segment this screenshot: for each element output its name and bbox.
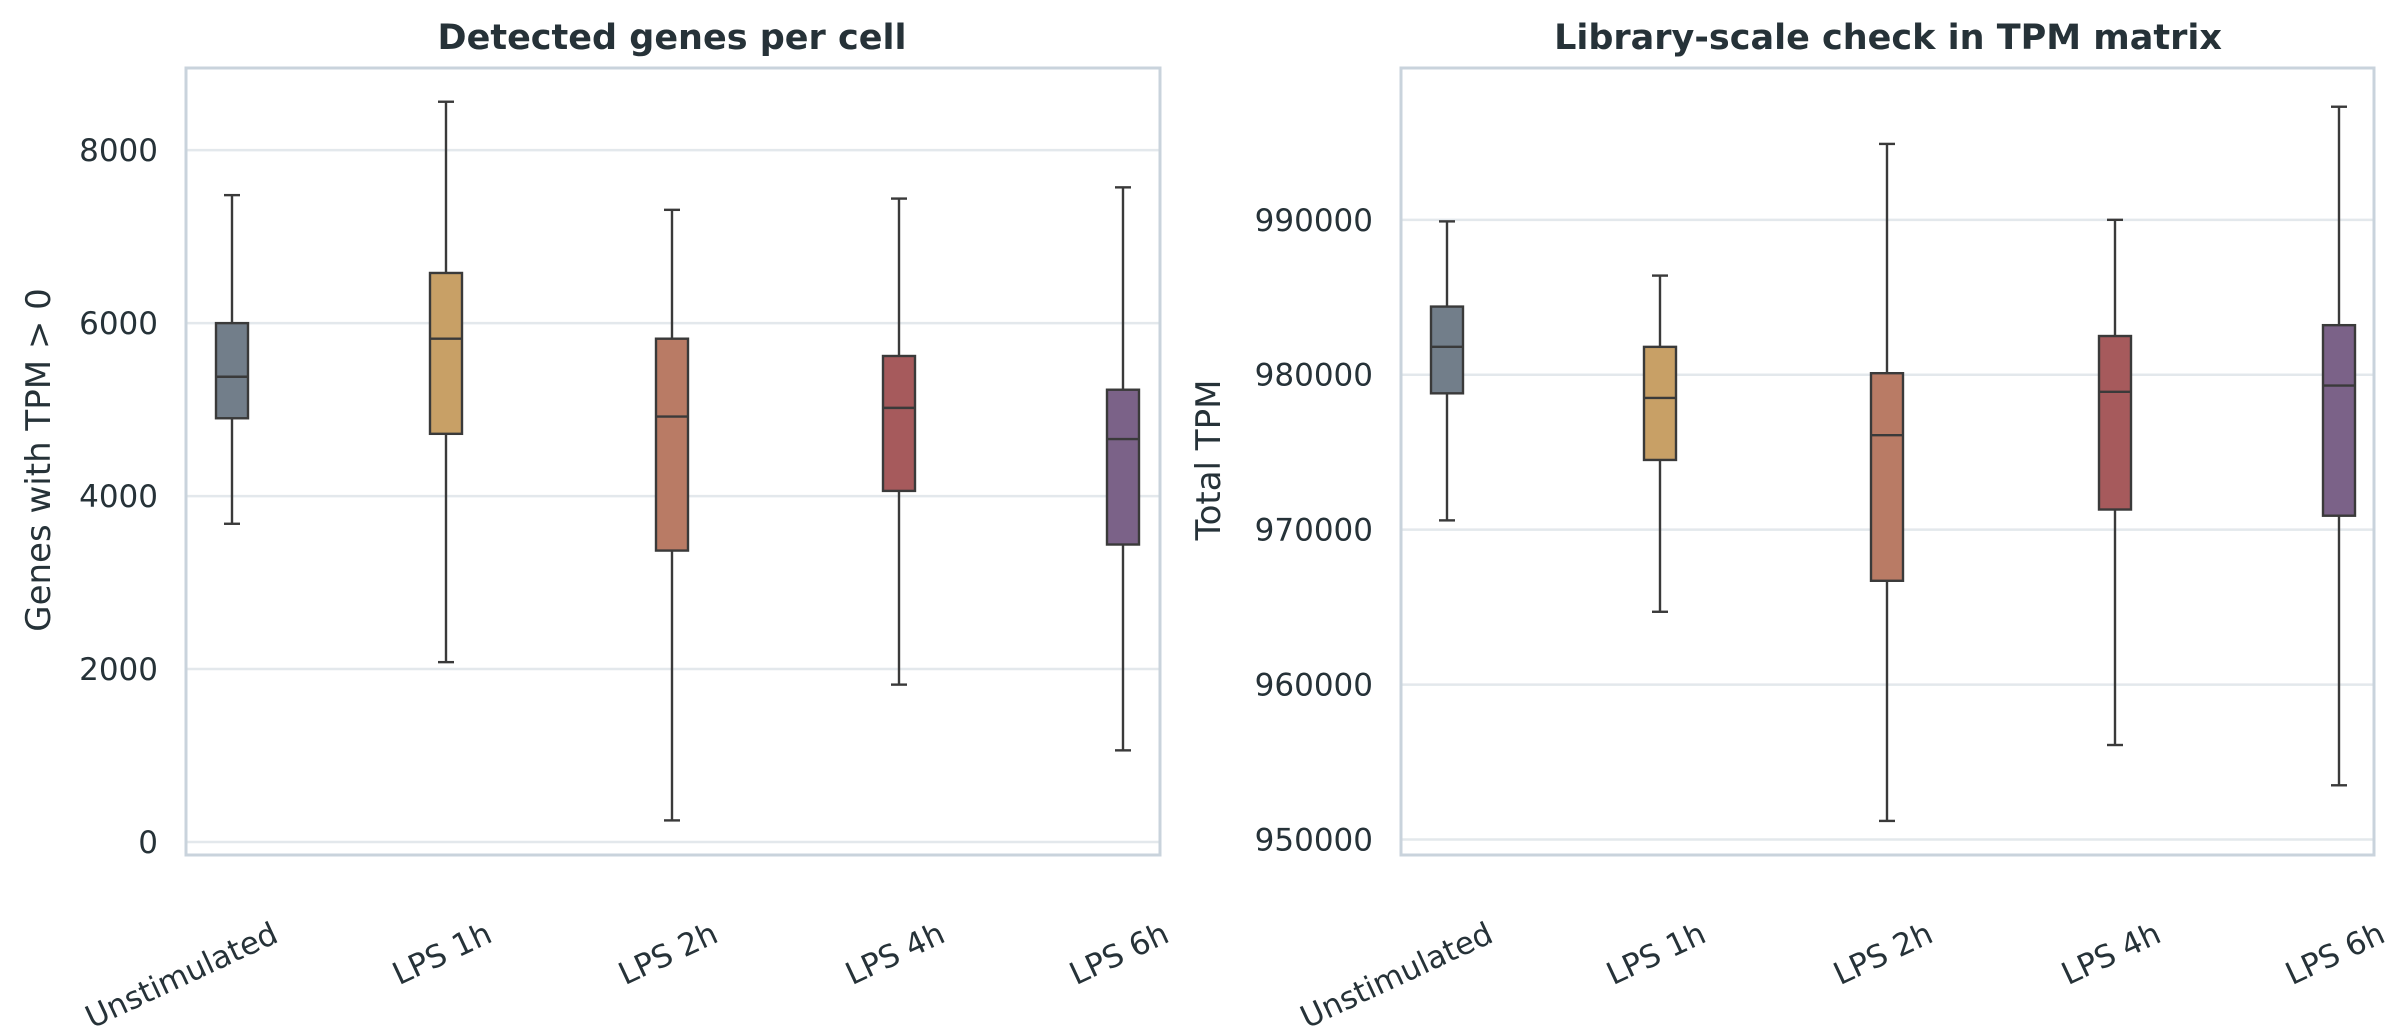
iqr-box [881, 354, 917, 493]
x-tick-label: LPS 1h [387, 916, 497, 993]
y-tick-label: 4000 [79, 479, 158, 515]
iqr-box [428, 271, 464, 436]
y-tick-label: 990000 [1255, 203, 1373, 239]
x-ticks: Unstimulated LPS 1h LPS 2h LPS 4h LPS 6h [1295, 916, 2390, 1035]
x-tick-label: LPS 4h [2056, 916, 2166, 993]
box-lps-2h [654, 208, 690, 822]
x-ticks: Unstimulated LPS 1h LPS 2h LPS 4h LPS 6h [80, 916, 1174, 1035]
iqr-box [1642, 345, 1678, 462]
iqr-box [2097, 334, 2133, 511]
y-tick-label: 960000 [1255, 668, 1373, 704]
y-tick-label: 950000 [1255, 823, 1373, 859]
panel-detected-genes: Detected genes per cell Genes with TPM >… [19, 18, 1174, 1035]
x-tick-label: Unstimulated [80, 916, 283, 1031]
x-tick-label: LPS 4h [840, 916, 950, 993]
box-unstimulated [214, 193, 250, 525]
boxes [1429, 105, 2357, 823]
y-tick-label: 2000 [79, 652, 158, 688]
x-tick-label: LPS 2h [1828, 916, 1938, 993]
box-lps-4h [881, 197, 917, 686]
x-tick-label: LPS 6h [2280, 916, 2390, 993]
chart-title: Library-scale check in TPM matrix [1554, 18, 2222, 58]
y-axis-label: Genes with TPM > 0 [19, 288, 59, 632]
y-ticks: 0 2000 4000 6000 8000 [79, 133, 158, 861]
iqr-box [1869, 371, 1905, 582]
y-tick-label: 6000 [79, 306, 158, 342]
y-tick-label: 970000 [1255, 513, 1373, 549]
y-ticks: 950000 960000 970000 980000 990000 [1255, 203, 1373, 859]
y-tick-label: 8000 [79, 133, 158, 169]
y-tick-label: 980000 [1255, 358, 1373, 394]
iqr-box [1105, 388, 1141, 546]
box-lps-1h [428, 100, 464, 664]
x-tick-label: LPS 6h [1064, 916, 1174, 993]
iqr-box [214, 321, 250, 420]
plot-frame [184, 66, 1162, 857]
box-unstimulated [1429, 220, 1465, 522]
chart-title: Detected genes per cell [438, 18, 907, 58]
y-tick-label: 0 [138, 825, 158, 861]
box-lps-6h [1105, 186, 1141, 752]
boxes [214, 100, 1141, 822]
iqr-box [2321, 323, 2357, 517]
iqr-box [654, 337, 690, 552]
x-tick-label: LPS 2h [613, 916, 723, 993]
box-lps-6h [2321, 105, 2357, 787]
box-lps-2h [1869, 142, 1905, 823]
x-tick-label: Unstimulated [1295, 916, 1498, 1031]
panel-library-scale: Library-scale check in TPM matrix Total … [1189, 18, 2390, 1035]
box-lps-1h [1642, 274, 1678, 613]
plot-frame [1399, 66, 2376, 857]
iqr-box [1429, 305, 1465, 395]
box-lps-4h [2097, 218, 2133, 747]
y-axis-label: Total TPM [1189, 380, 1229, 542]
x-tick-label: LPS 1h [1601, 916, 1711, 993]
